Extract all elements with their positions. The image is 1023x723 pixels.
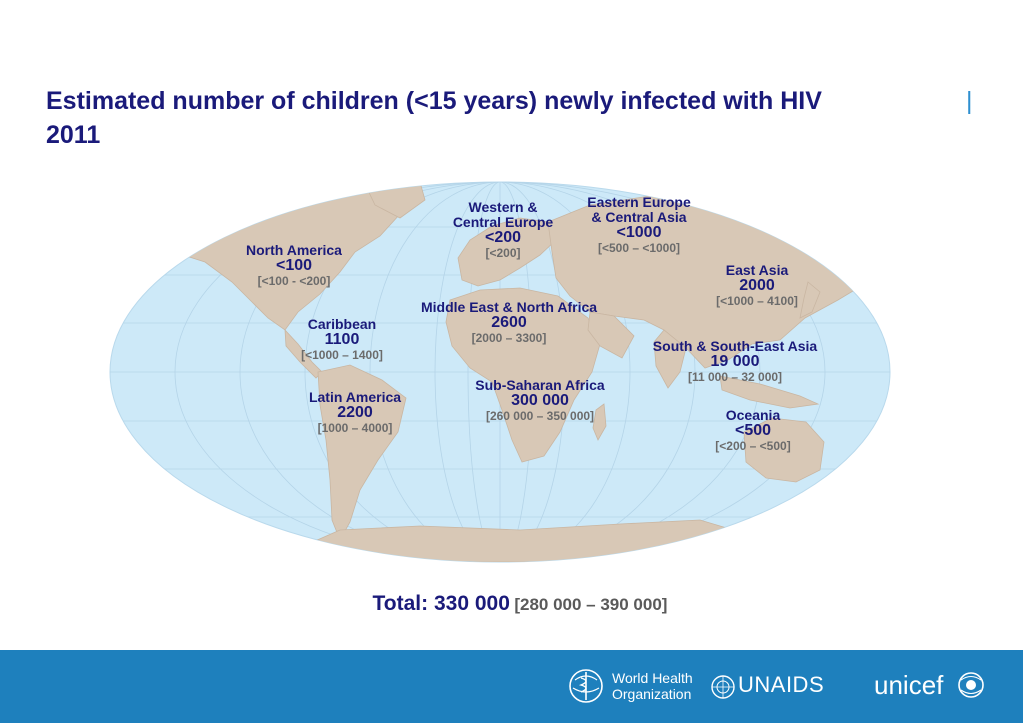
footer-bar <box>0 650 1023 723</box>
arabia-land <box>587 311 635 359</box>
region-value: 300 000 <box>511 392 569 409</box>
region-east-asia: East Asia 2000 [<1000 – 4100] <box>716 263 798 309</box>
region-name: Middle East & North Africa <box>420 299 598 315</box>
title-separator: | <box>966 87 973 115</box>
unaids-name: UNAIDS <box>738 672 825 697</box>
total-label: Total: 330 000 <box>372 592 510 615</box>
region-value: 2000 <box>739 277 775 294</box>
unicef-emblem-icon <box>958 672 984 698</box>
page-title: Estimated number of children (<15 years)… <box>46 84 976 152</box>
australia-land <box>743 417 825 483</box>
region-name: East Asia <box>725 262 789 278</box>
title-line-2: 2011 <box>46 121 101 149</box>
southeast-asia-islands-land <box>719 375 820 409</box>
total-summary: Total: 330 000 [280 000 – 390 000] <box>0 592 1023 616</box>
total-range: [280 000 – 390 000] <box>514 595 668 614</box>
who-emblem-icon <box>569 669 603 703</box>
region-value: <1000 <box>616 224 662 241</box>
region-north-america: North America <100 [<100 - <200] <box>246 243 342 289</box>
region-name: Sub-Saharan Africa <box>475 377 605 393</box>
region-name: South & South-East Asia <box>652 338 818 354</box>
region-latin-america: Latin America 2200 [1000 – 4000] <box>309 390 401 436</box>
who-line-2: Organization <box>612 686 692 702</box>
region-name: Central Europe <box>452 214 554 230</box>
region-name: Western & <box>468 199 538 215</box>
region-south-southeast-asia: South & South-East Asia 19 000 [11 000 –… <box>653 339 817 385</box>
region-range: [2000 – 3300] <box>471 331 547 345</box>
africa-land <box>445 287 601 463</box>
europe-land <box>457 217 557 287</box>
region-value: 19 000 <box>710 353 760 370</box>
who-name: World Health Organization <box>612 670 702 702</box>
who-line-1: World Health <box>612 670 693 686</box>
region-name: Latin America <box>308 389 402 405</box>
region-value: 1100 <box>324 331 360 348</box>
region-value: <200 <box>484 229 522 246</box>
region-western-central-europe: Western & Central Europe <200 [<200] <box>453 200 553 261</box>
region-middle-east-north-africa: Middle East & North Africa 2600 [2000 – … <box>421 300 597 346</box>
title-line-1: Estimated number of children (<15 years)… <box>46 87 822 115</box>
region-name: North America <box>246 242 342 258</box>
region-range: [<200 – <500] <box>715 439 791 453</box>
madagascar-land <box>592 403 607 441</box>
region-value: 2200 <box>337 404 373 421</box>
region-name: Oceania <box>725 407 781 423</box>
region-range: [1000 – 4000] <box>317 421 393 435</box>
south-america-land <box>317 364 407 541</box>
region-eastern-europe-central-asia: Eastern Europe & Central Asia <1000 [<50… <box>587 195 690 256</box>
antarctica-land <box>289 519 741 562</box>
region-range: [<1000 – 1400] <box>301 348 383 362</box>
region-caribbean: Caribbean 1100 [<1000 – 1400] <box>301 317 383 363</box>
new-zealand-land <box>839 471 857 499</box>
region-range: [<1000 – 4100] <box>716 294 798 308</box>
region-range: [<100 - <200] <box>257 274 331 288</box>
region-name: Eastern Europe <box>587 194 691 210</box>
region-value: <100 <box>275 257 313 274</box>
region-value: 2600 <box>491 314 527 331</box>
india-land <box>653 329 687 389</box>
un-emblem-icon <box>711 675 735 699</box>
region-range: [260 000 – 350 000] <box>485 409 595 423</box>
region-oceania: Oceania <500 [<200 – <500] <box>715 408 790 454</box>
unicef-name: unicef <box>874 670 944 700</box>
region-name: & Central Asia <box>591 209 687 225</box>
region-sub-saharan-africa: Sub-Saharan Africa 300 000 [260 000 – 35… <box>475 378 604 424</box>
region-name: Caribbean <box>307 316 377 332</box>
region-value: <500 <box>734 422 772 439</box>
region-range: [<500 – <1000] <box>597 241 681 255</box>
region-range: [<200] <box>485 246 521 260</box>
region-range: [11 000 – 32 000] <box>687 370 783 384</box>
japan-land <box>799 281 821 319</box>
